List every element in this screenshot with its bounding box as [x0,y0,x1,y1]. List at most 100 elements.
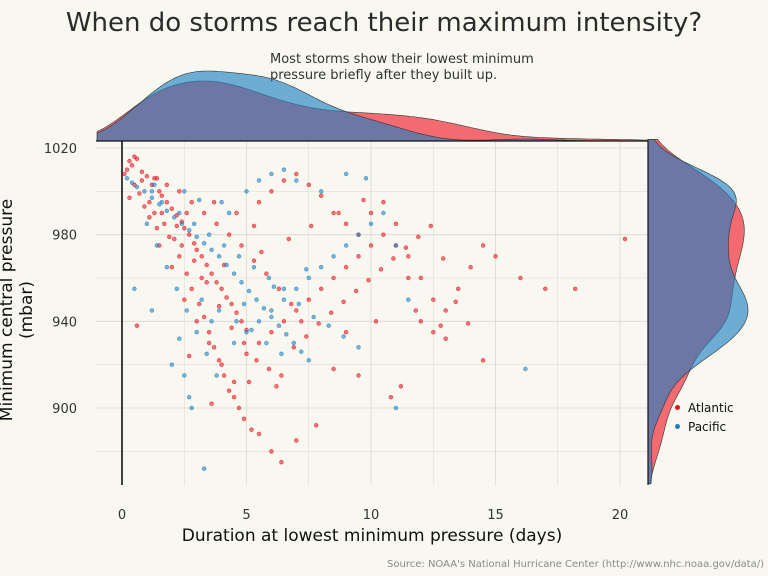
data-point-pacific [206,232,212,237]
data-point-atlantic [214,221,219,227]
data-point-atlantic [199,275,204,281]
data-point-atlantic [169,206,175,211]
data-point-pacific [241,301,247,307]
data-point-atlantic [152,176,157,181]
data-point-atlantic [294,171,299,177]
data-point-atlantic [129,163,135,168]
data-point-atlantic [241,416,247,421]
data-point-pacific [221,243,227,248]
legend: Atlantic Pacific [672,398,734,436]
data-point-atlantic [341,299,346,304]
data-point-atlantic [134,156,140,162]
data-point-atlantic [239,319,244,324]
data-point-atlantic [216,304,222,309]
data-point-pacific [291,340,296,346]
data-point-atlantic [406,275,411,281]
data-point-pacific [214,373,219,378]
data-point-atlantic [246,379,252,385]
y-marginal-density [647,139,749,485]
data-point-pacific [269,314,274,320]
data-point-pacific [159,200,165,205]
data-point-atlantic [456,286,461,291]
data-point-atlantic [381,200,386,205]
data-point-pacific [266,275,272,281]
data-point-atlantic [229,301,234,307]
data-point-atlantic [279,460,284,465]
data-point-pacific [261,306,267,311]
data-point-pacific [194,234,199,240]
data-point-atlantic [331,210,336,216]
data-point-atlantic [269,189,274,194]
data-point-pacific [124,176,130,181]
data-point-pacific [216,254,222,259]
data-point-pacific [343,243,349,248]
legend-label-atlantic: Atlantic [688,400,734,415]
data-point-atlantic [142,204,147,209]
data-point-atlantic [251,223,257,229]
data-point-atlantic [137,191,142,196]
data-point-pacific [523,366,528,372]
data-point-pacific [306,275,311,281]
data-point-atlantic [164,182,170,188]
data-point-pacific [236,254,242,259]
data-point-atlantic [343,330,349,335]
data-point-atlantic [304,334,309,339]
data-point-atlantic [572,286,578,291]
data-point-atlantic [211,200,217,205]
data-point-pacific [331,254,336,259]
data-point-atlantic [249,427,254,432]
data-point-pacific [189,405,194,411]
data-point-pacific [144,221,150,227]
data-point-pacific [174,286,180,291]
data-point-atlantic [281,319,287,324]
data-point-atlantic [336,210,341,216]
data-point-pacific [244,330,249,335]
data-point-atlantic [192,258,197,263]
data-point-atlantic [418,275,423,281]
data-point-atlantic [189,200,194,205]
data-point-pacific [239,280,244,285]
data-point-atlantic [172,236,177,242]
data-point-atlantic [443,308,448,313]
data-point-pacific [271,284,277,289]
data-point-atlantic [319,286,324,291]
data-point-atlantic [314,423,319,428]
legend-item-pacific[interactable]: Pacific [672,417,734,436]
data-point-atlantic [187,232,192,237]
data-point-pacific [231,340,237,346]
data-point-atlantic [204,262,209,268]
data-point-pacific [231,271,237,276]
data-point-atlantic [244,351,249,356]
data-point-atlantic [343,221,349,227]
data-point-pacific [132,286,137,291]
data-point-atlantic [189,286,194,291]
data-point-atlantic [319,193,324,198]
data-point-atlantic [353,288,359,294]
data-point-atlantic [269,449,274,454]
data-point-atlantic [368,243,374,248]
data-point-pacific [149,195,155,201]
data-point-atlantic [441,256,446,261]
data-point-atlantic [274,384,279,389]
data-point-pacific [269,171,274,177]
chart-title: When do storms reach their maximum inten… [65,8,703,38]
data-point-pacific [249,327,254,333]
data-point-pacific [216,308,222,313]
data-point-atlantic [127,195,132,201]
data-point-atlantic [169,265,175,270]
data-point-pacific [134,184,140,190]
data-point-atlantic [226,388,232,393]
legend-item-atlantic[interactable]: Atlantic [672,398,734,417]
x-tick-label: 20 [612,508,629,523]
data-point-atlantic [398,384,404,389]
x-axis-label: Duration at lowest minimum pressure (day… [181,526,563,546]
data-point-pacific [184,308,189,313]
data-point-pacific [363,176,369,181]
data-point-pacific [164,265,170,270]
data-point-atlantic [206,330,212,335]
data-point-atlantic [493,254,498,259]
data-point-atlantic [453,299,458,304]
data-point-atlantic [368,210,374,216]
data-point-atlantic [309,223,314,229]
data-point-atlantic [209,401,214,406]
